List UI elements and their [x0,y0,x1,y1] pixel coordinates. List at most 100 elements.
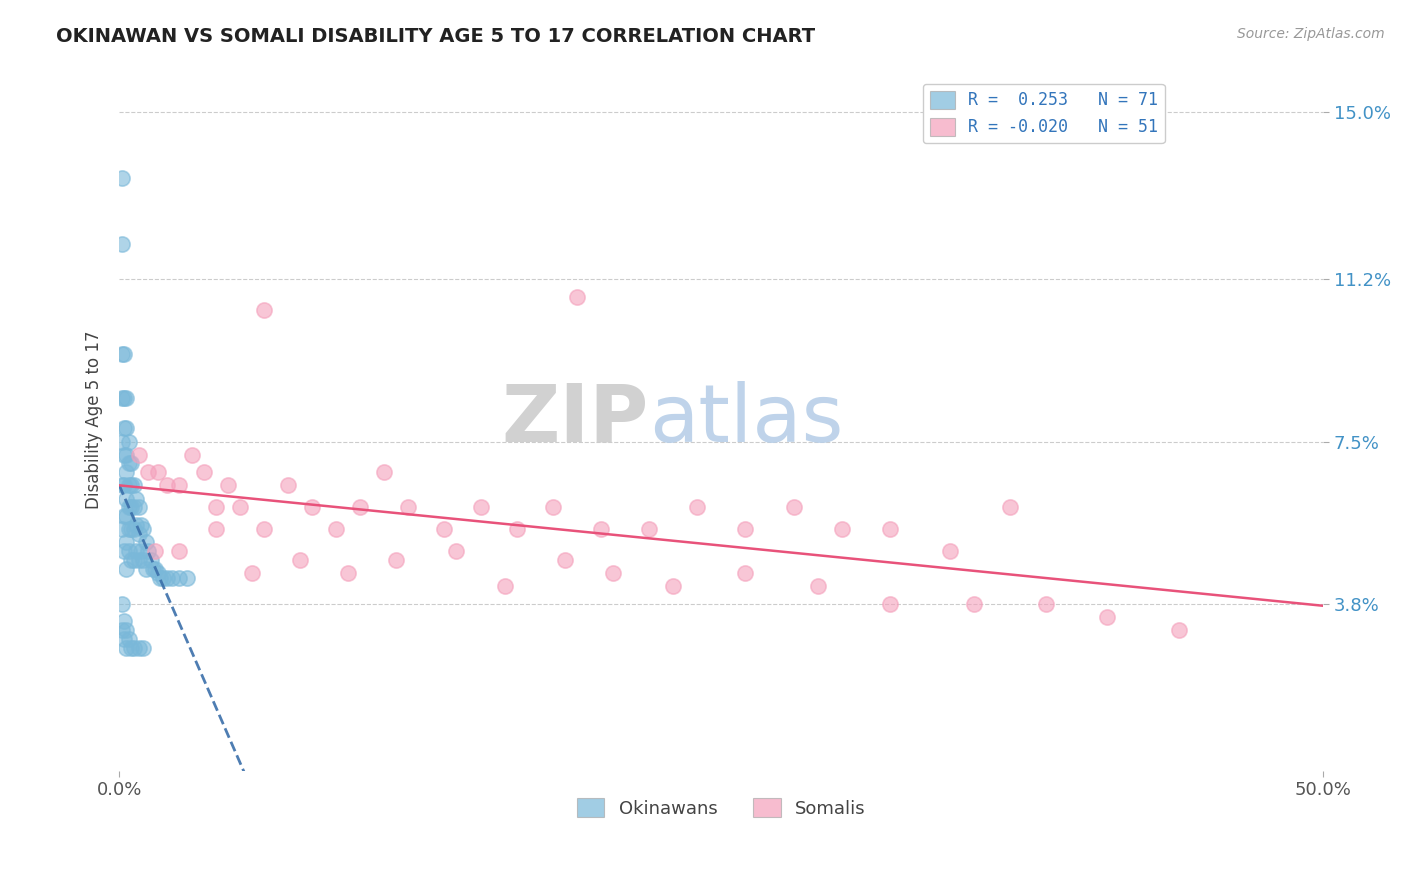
Point [193,465,215,479]
Point [115,640,138,655]
Point [169,478,191,492]
Point [879,597,901,611]
Point [118,544,141,558]
Point [111,347,134,361]
Point [120,522,142,536]
Y-axis label: Disability Age 5 to 17: Disability Age 5 to 17 [86,330,103,508]
Point [146,465,169,479]
Point [128,526,150,541]
Point [662,579,685,593]
Point [337,566,360,581]
Point [111,624,134,638]
Point [120,478,142,492]
Point [112,632,135,646]
Point [301,500,323,515]
Point [122,478,145,492]
Point [111,597,134,611]
Point [115,535,138,549]
Point [963,597,986,611]
Point [115,624,138,638]
Point [156,478,179,492]
Point [253,522,276,536]
Point [111,434,134,449]
Point [115,562,138,576]
Point [1035,597,1057,611]
Point [554,553,576,567]
Point [217,478,239,492]
Point [132,553,155,567]
Point [162,571,184,585]
Point [132,522,155,536]
Point [112,478,135,492]
Point [385,553,408,567]
Point [734,566,756,581]
Point [120,457,142,471]
Point [122,640,145,655]
Point [505,522,527,536]
Point [325,522,347,536]
Point [128,448,150,462]
Point [277,478,299,492]
Point [169,544,191,558]
Point [112,347,135,361]
Point [288,553,311,567]
Point [129,517,152,532]
Text: ZIP: ZIP [502,381,650,458]
Point [118,457,141,471]
Point [253,302,276,317]
Point [139,553,162,567]
Point [494,579,516,593]
Point [180,448,202,462]
Point [118,632,141,646]
Point [782,500,804,515]
Point [125,491,148,506]
Point [204,500,226,515]
Point [111,478,134,492]
Point [125,544,148,558]
Point [939,544,962,558]
Legend: Okinawans, Somalis: Okinawans, Somalis [569,790,873,825]
Point [136,544,159,558]
Point [145,544,167,558]
Point [879,522,901,536]
Point [433,522,456,536]
Point [111,522,134,536]
Text: atlas: atlas [650,381,844,458]
Point [240,566,263,581]
Point [169,571,191,585]
Point [1000,500,1022,515]
Point [115,391,138,405]
Point [115,491,138,506]
Point [122,500,145,515]
Point [112,544,135,558]
Point [135,562,157,576]
Point [112,391,135,405]
Text: Source: ZipAtlas.com: Source: ZipAtlas.com [1237,27,1385,41]
Point [565,290,588,304]
Point [129,544,152,558]
Point [118,478,141,492]
Point [115,448,138,462]
Point [142,562,165,576]
Point [111,391,134,405]
Point [156,571,179,585]
Point [136,465,159,479]
Point [204,522,226,536]
Point [349,500,371,515]
Point [1168,624,1191,638]
Point [112,509,135,524]
Point [128,553,150,567]
Point [135,535,157,549]
Text: OKINAWAN VS SOMALI DISABILITY AGE 5 TO 17 CORRELATION CHART: OKINAWAN VS SOMALI DISABILITY AGE 5 TO 1… [56,27,815,45]
Point [125,517,148,532]
Point [446,544,468,558]
Point [128,640,150,655]
Point [122,522,145,536]
Point [541,500,564,515]
Point [176,571,198,585]
Point [831,522,853,536]
Point [120,500,142,515]
Point [132,640,155,655]
Point [470,500,492,515]
Point [112,448,135,462]
